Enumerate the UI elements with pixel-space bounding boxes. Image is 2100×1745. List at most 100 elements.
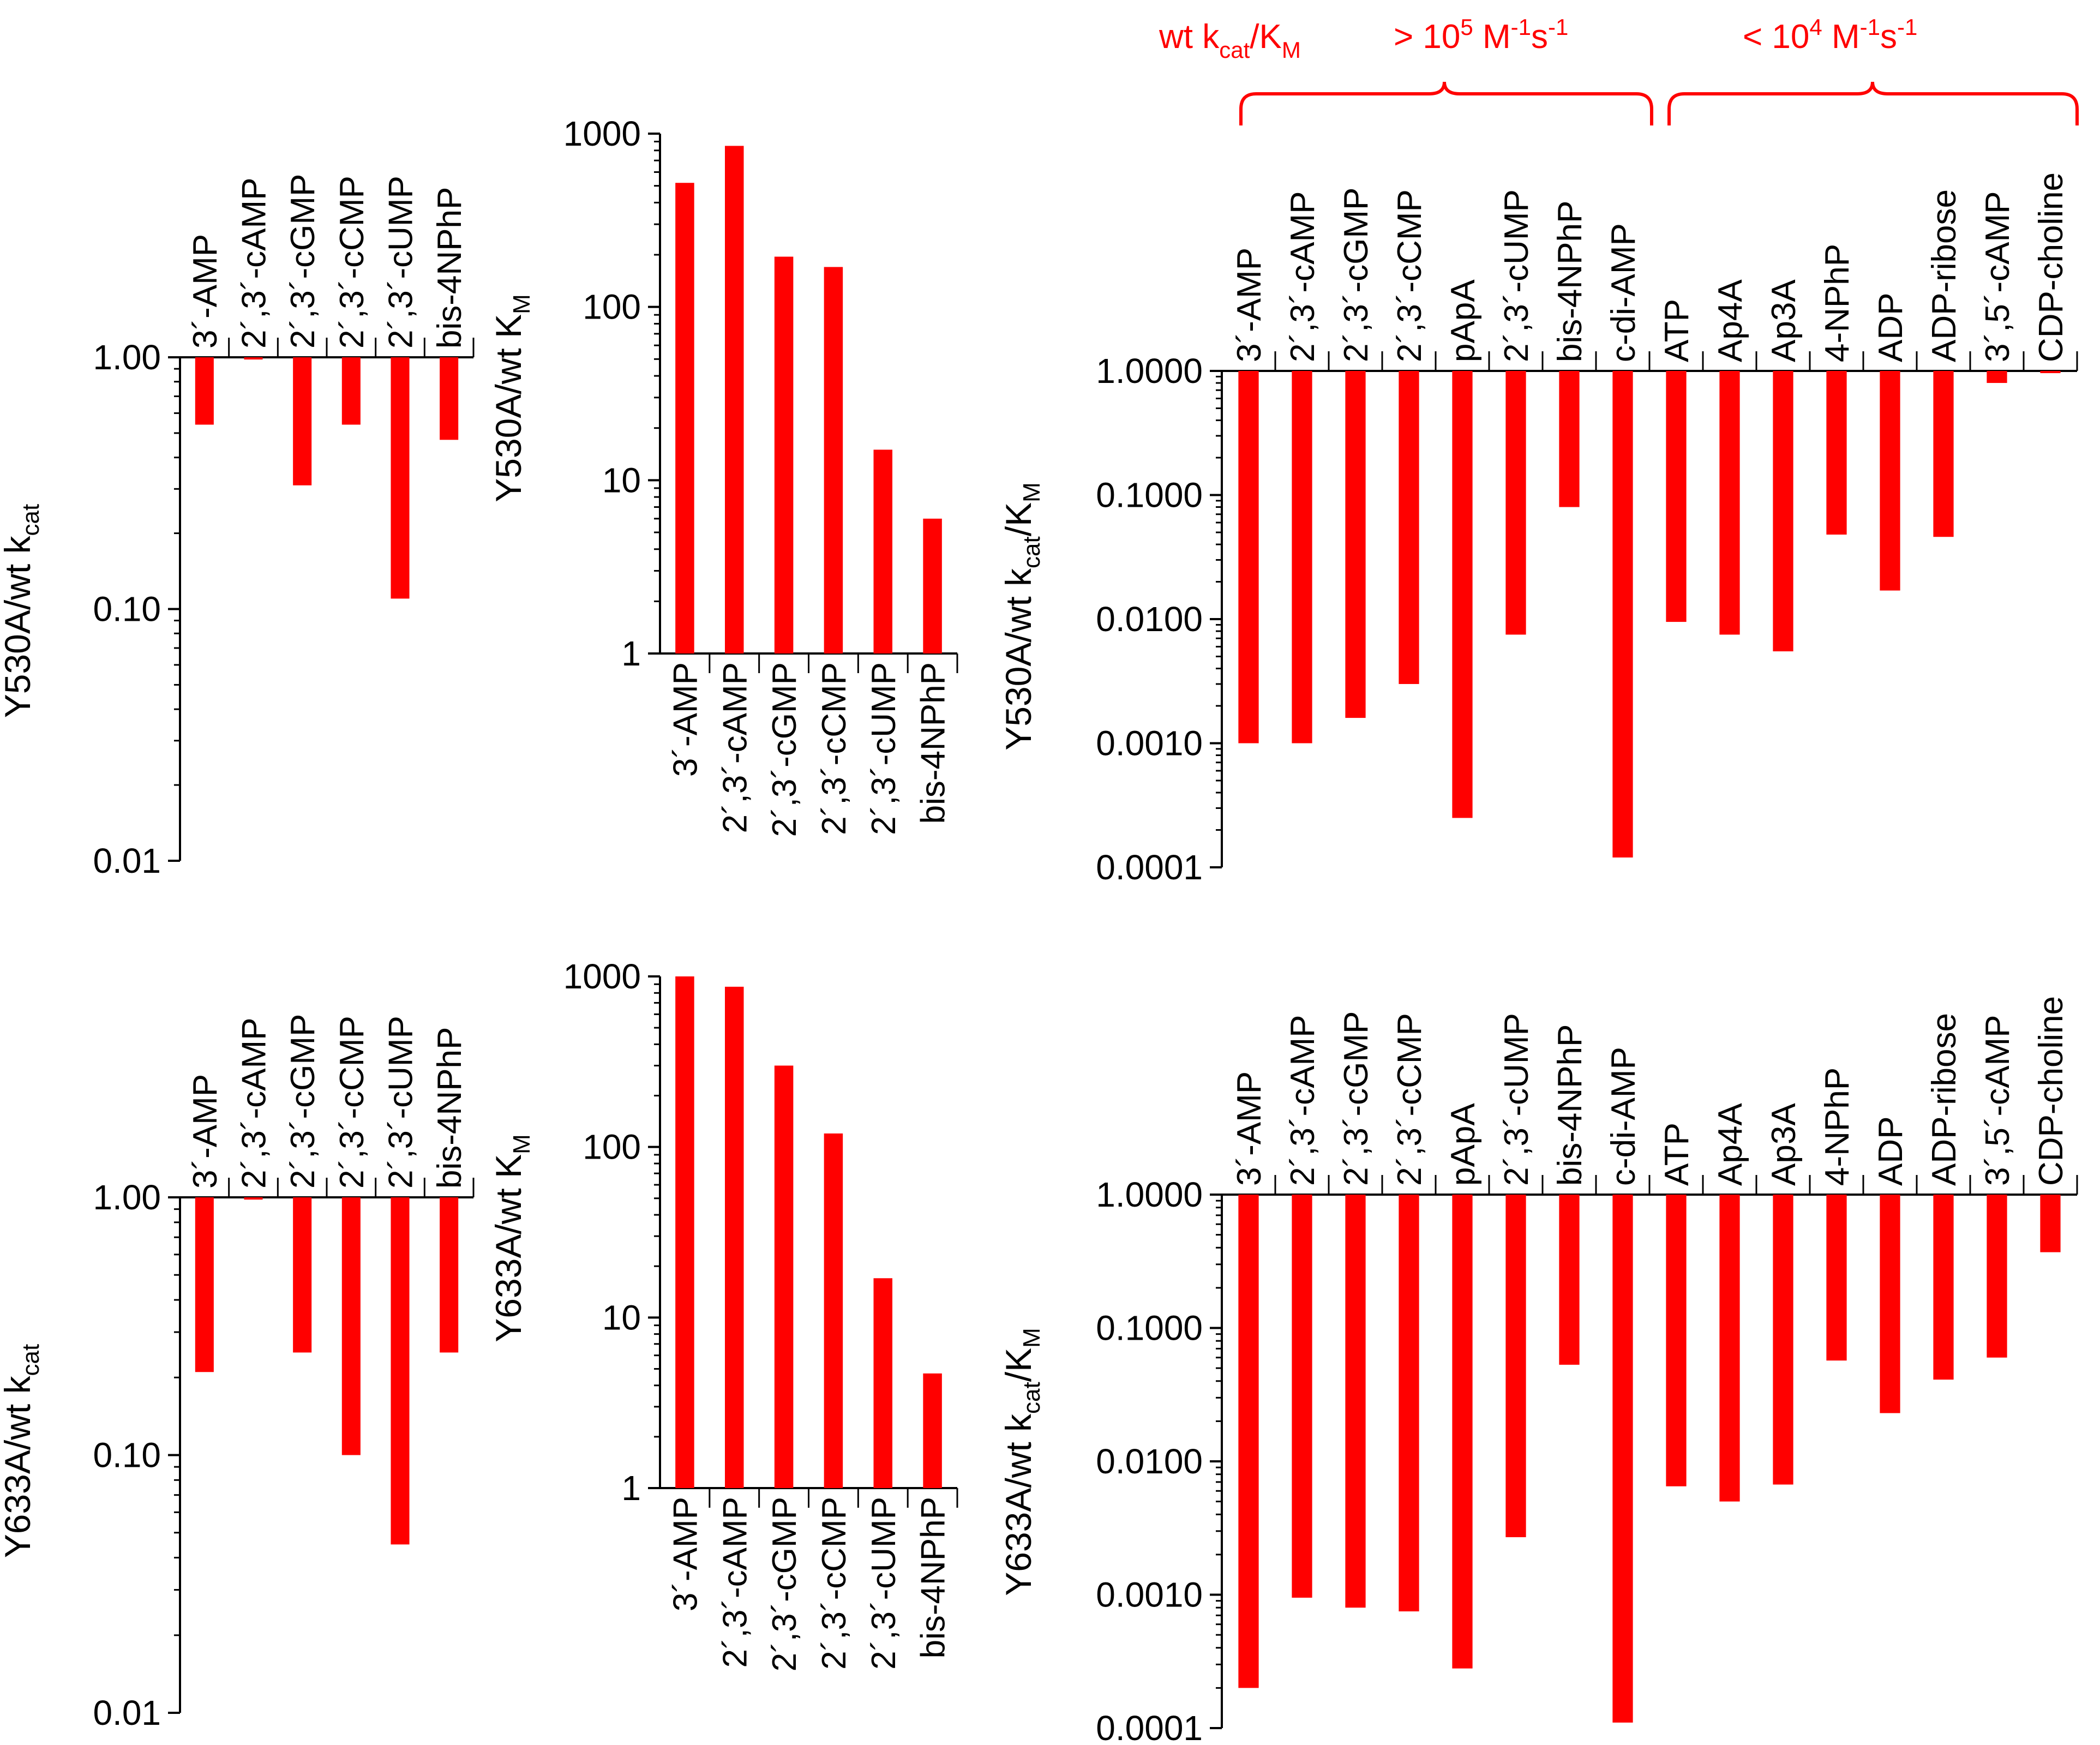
- bar: [1880, 1195, 1900, 1413]
- category-label: 2´,3´-cUMP: [382, 1016, 420, 1189]
- category-label: 2´,3´-cUMP: [865, 662, 903, 835]
- bar: [244, 1197, 263, 1200]
- bar: [1987, 371, 2007, 383]
- bar: [824, 1133, 843, 1488]
- bar: [1399, 371, 1419, 684]
- bar: [1880, 371, 1900, 591]
- category-label: 2´,3´-cUMP: [1498, 1013, 1535, 1186]
- category-label: pApA: [1444, 1103, 1482, 1186]
- y-axis-label: Y633A/wt kcat/KM: [998, 1328, 1045, 1596]
- bar: [293, 1197, 312, 1353]
- y-axis-label: Y530A/wt kcat/KM: [998, 482, 1045, 751]
- y-axis-label: Y633A/wt KM: [488, 1134, 535, 1342]
- category-label: 2´,3´-cGMP: [766, 1497, 803, 1671]
- category-label: bis-4NPhP: [431, 1027, 469, 1189]
- y-axis-label: Y530A/wt kcat: [0, 504, 44, 718]
- y-tick-label: 0.0100: [1096, 1442, 1203, 1481]
- category-label: Ap4A: [1712, 279, 1749, 362]
- category-label: 4-NPhP: [1819, 244, 1856, 362]
- bar: [1452, 1195, 1473, 1669]
- bar: [1559, 371, 1580, 507]
- high-efficiency-label: > 105 M-1s-1: [1394, 14, 1568, 56]
- category-label: 2´,3´-cCMP: [333, 1016, 371, 1189]
- category-label: c-di-AMP: [1605, 1047, 1642, 1186]
- bar: [1933, 1195, 1954, 1380]
- bar: [1826, 371, 1847, 535]
- y-tick-label: 0.1000: [1096, 476, 1203, 515]
- y-tick-label: 100: [583, 287, 641, 327]
- bar: [1345, 371, 1366, 718]
- bar: [1666, 371, 1687, 622]
- y-tick-label: 1000: [563, 957, 641, 996]
- category-label: ADP: [1872, 1117, 1910, 1186]
- bar: [1826, 1195, 1847, 1361]
- category-label: 3´-AMP: [187, 234, 224, 349]
- category-label: ADP-ribose: [1925, 189, 1963, 362]
- bar: [1559, 1195, 1580, 1365]
- bar: [195, 1197, 214, 1372]
- category-label: Ap3A: [1765, 279, 1803, 362]
- bar: [1292, 1195, 1312, 1598]
- panel-y530a-kcat-km: 1.0000 0.1000 0.0100 0.0010 0.0001 3´-AMP 2´,3…: [998, 172, 2078, 887]
- category-label: c-di-AMP: [1605, 223, 1642, 362]
- category-label: CDP-choline: [2032, 172, 2070, 362]
- category-label: 2´,3´-cUMP: [382, 176, 420, 349]
- bar: [1452, 371, 1473, 818]
- category-label: 2´,3´-cCMP: [815, 662, 853, 835]
- bar: [774, 1065, 794, 1488]
- category-label: 2´,3´-cCMP: [1391, 1013, 1429, 1186]
- y-tick-label: 0.0010: [1096, 724, 1203, 763]
- y-tick-label: 1: [621, 1468, 641, 1508]
- category-label: 3´-AMP: [667, 662, 704, 777]
- category-label: Ap4A: [1712, 1103, 1749, 1186]
- y-tick-label: 1000: [563, 114, 641, 153]
- panel-y633a-km: 1000 100 10 1 3´-AMP 2´,3´-cAMP 2´,3´-cGMP 2´,3…: [488, 957, 958, 1671]
- bar: [724, 986, 744, 1488]
- bar: [1238, 1195, 1259, 1688]
- bar: [923, 518, 942, 653]
- category-label: 2´,3´-cUMP: [1498, 189, 1535, 362]
- category-label: 2´,3´-cGMP: [284, 1014, 322, 1189]
- category-label: 3´-AMP: [1231, 1071, 1268, 1186]
- category-label: 2´,3´-cGMP: [284, 174, 322, 349]
- bar: [1719, 1195, 1740, 1502]
- panel-y530a-kcat: 1.00 0.10 0.01 3´-AMP 2´,3´-cAMP 2´,3´-cGMP 2´…: [0, 174, 475, 880]
- category-label: 2´,3´-cCMP: [1391, 189, 1429, 362]
- category-label: ADP: [1872, 293, 1910, 362]
- y-tick-label: 1.0000: [1096, 351, 1203, 391]
- bar: [440, 1197, 459, 1353]
- y-tick-label: 0.01: [93, 1693, 161, 1732]
- category-label: bis-4NPhP: [915, 662, 952, 824]
- category-label: 3´,5´-cAMP: [1979, 1015, 2017, 1186]
- category-label: 2´,3´-cUMP: [865, 1497, 903, 1670]
- y-tick-label: 1.00: [93, 1178, 161, 1217]
- y-axis-label: Y530A/wt KM: [488, 294, 535, 502]
- bar: [774, 256, 794, 653]
- bar: [873, 449, 893, 653]
- category-label: 2´,3´-cGMP: [1337, 1011, 1375, 1186]
- bar: [1292, 371, 1312, 743]
- category-label: 3´,5´-cAMP: [1979, 191, 2017, 362]
- y-tick-label: 1.00: [93, 338, 161, 377]
- category-label: bis-4NPhP: [915, 1497, 952, 1658]
- category-label: bis-4NPhP: [431, 187, 469, 349]
- bar: [1773, 371, 1793, 652]
- category-label: ADP-ribose: [1925, 1013, 1963, 1186]
- category-label: 3´-AMP: [667, 1497, 704, 1611]
- category-label: 3´-AMP: [187, 1074, 224, 1189]
- bar: [1719, 371, 1740, 635]
- low-efficiency-bracket: [1667, 81, 2079, 125]
- category-label: 2´,3´-cGMP: [766, 662, 803, 837]
- bar: [391, 357, 410, 599]
- bar: [1505, 371, 1526, 635]
- category-label: 2´,3´-cAMP: [236, 1018, 273, 1189]
- category-label: 2´,3´-cAMP: [716, 662, 754, 833]
- y-tick-label: 0.01: [93, 841, 161, 880]
- y-tick-label: 0.10: [93, 1436, 161, 1475]
- y-tick-label: 1.0000: [1096, 1175, 1203, 1214]
- y-tick-label: 0.0001: [1096, 848, 1203, 887]
- bar: [2040, 371, 2061, 374]
- bar: [1612, 371, 1633, 857]
- category-label: 2´,3´-cGMP: [1337, 188, 1375, 362]
- bar: [675, 976, 694, 1488]
